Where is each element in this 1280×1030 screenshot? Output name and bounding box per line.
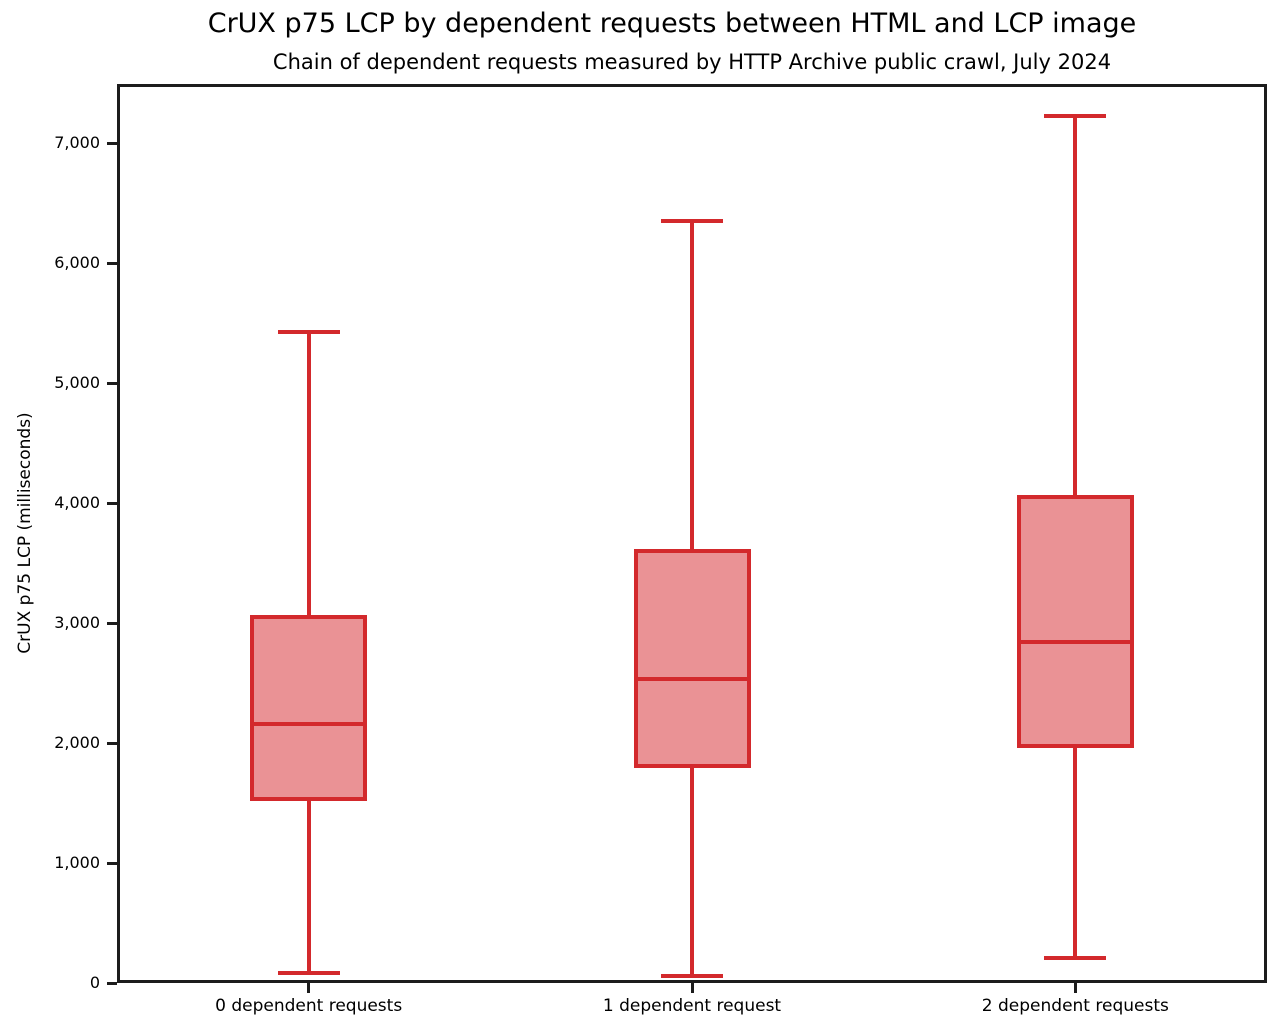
- upper-whisker: [690, 221, 694, 549]
- lower-whisker-cap: [277, 971, 340, 976]
- lower-whisker-cap: [1044, 955, 1107, 960]
- x-tick-mark: [307, 983, 311, 993]
- y-tick-label: 5,000: [54, 373, 100, 393]
- x-tick-label: 2 dependent requests: [981, 996, 1169, 1016]
- lower-whisker: [1073, 747, 1078, 958]
- median-line: [1016, 640, 1134, 645]
- y-tick-label: 6,000: [54, 253, 100, 273]
- y-tick-mark: [107, 981, 117, 985]
- y-tick-mark: [107, 141, 117, 145]
- median-line: [250, 721, 368, 726]
- y-tick-label: 1,000: [54, 853, 100, 873]
- x-tick-mark: [1073, 983, 1077, 993]
- upper-whisker-cap: [277, 329, 340, 334]
- iqr-box: [633, 548, 751, 769]
- y-tick-mark: [107, 261, 117, 265]
- upper-whisker: [1073, 115, 1078, 495]
- x-tick-mark: [690, 983, 694, 993]
- y-tick-mark: [107, 741, 117, 745]
- lower-whisker: [690, 768, 694, 977]
- upper-whisker-cap: [661, 219, 723, 224]
- y-tick-mark: [107, 381, 117, 385]
- x-tick-label: 1 dependent request: [602, 996, 782, 1016]
- y-tick-label: 7,000: [54, 133, 100, 153]
- chart-subtitle: Chain of dependent requests measured by …: [272, 50, 1112, 74]
- y-tick-label: 2,000: [54, 733, 100, 753]
- y-tick-label: 0: [89, 973, 100, 992]
- lower-whisker-cap: [661, 974, 723, 979]
- x-tick-label: 0 dependent requests: [215, 996, 403, 1016]
- y-tick-mark: [107, 621, 117, 625]
- y-tick-mark: [107, 861, 117, 865]
- y-tick-label: 3,000: [54, 613, 100, 633]
- y-tick-label: 4,000: [54, 493, 100, 513]
- upper-whisker-cap: [1044, 113, 1107, 118]
- iqr-box: [250, 614, 368, 801]
- median-line: [633, 677, 751, 682]
- upper-whisker: [306, 331, 311, 615]
- y-tick-mark: [107, 501, 117, 505]
- iqr-box: [1016, 494, 1134, 748]
- chart-title: CrUX p75 LCP by dependent requests betwe…: [207, 8, 1137, 39]
- lower-whisker: [306, 800, 311, 974]
